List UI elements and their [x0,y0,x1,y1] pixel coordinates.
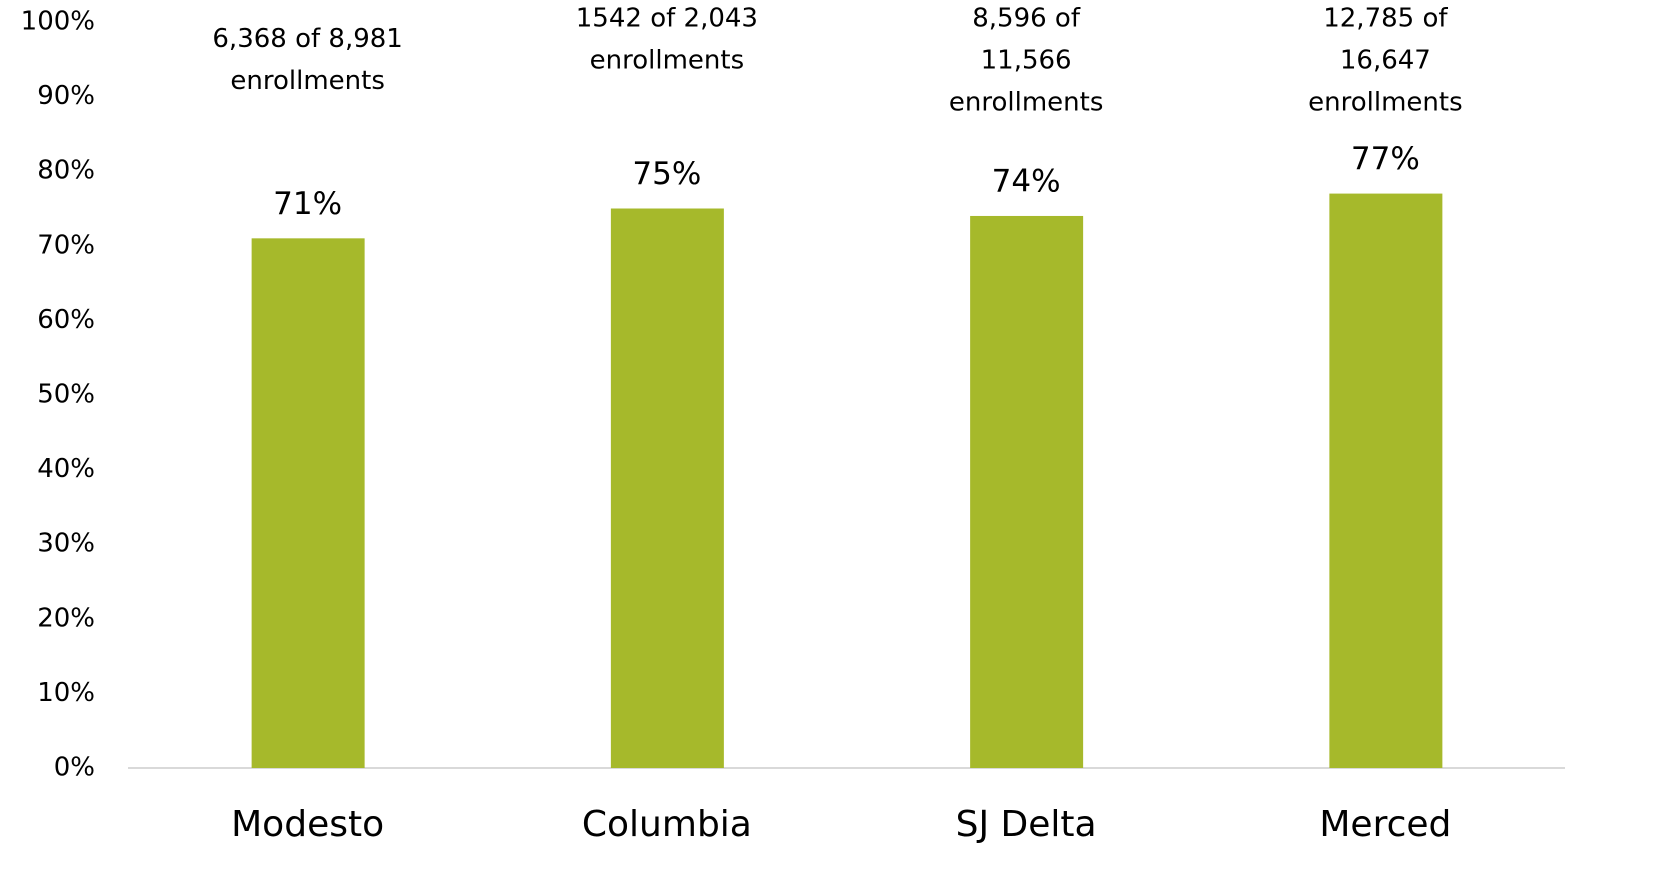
annotation: enrollments [230,66,385,96]
y-tick-label: 100% [21,7,95,37]
annotation: enrollments [590,46,745,76]
y-tick-label: 50% [37,380,95,410]
annotation: 16,647 [1340,46,1431,76]
annotation: 8,596 of [972,4,1081,34]
y-tick-label: 0% [54,753,95,783]
y-tick-label: 10% [37,678,95,708]
y-tick-label: 70% [37,230,95,260]
annotation: 6,368 of 8,981 [212,24,402,54]
y-tick-label: 60% [37,305,95,335]
value-label: 75% [632,156,701,192]
value-label: 77% [1351,141,1420,177]
value-label: 74% [992,163,1061,199]
annotation: 11,566 [981,46,1072,76]
annotation: 1542 of 2,043 [576,4,758,34]
y-tick-label: 80% [37,156,95,186]
x-tick-label: Columbia [582,804,752,845]
annotation: enrollments [1308,88,1463,118]
y-tick-label: 40% [37,454,95,484]
y-tick-label: 20% [37,603,95,633]
bar [251,238,365,769]
x-tick-label: Modesto [231,804,384,845]
bar [610,208,724,768]
annotation: enrollments [949,88,1104,118]
bar [970,215,1084,768]
value-label: 71% [273,186,342,222]
y-tick-label: 90% [37,81,95,111]
x-tick-label: SJ Delta [956,804,1097,845]
bar [1329,193,1443,768]
y-tick-label: 30% [37,529,95,559]
annotation: 12,785 of [1323,4,1448,34]
x-tick-label: Merced [1319,804,1451,845]
